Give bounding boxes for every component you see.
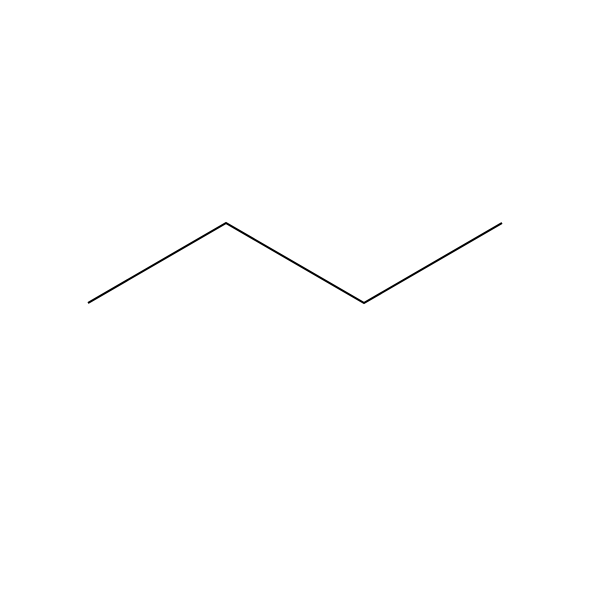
diagram-background [0, 0, 600, 600]
molecule-svg [0, 0, 600, 600]
molecule-diagram [0, 0, 600, 600]
